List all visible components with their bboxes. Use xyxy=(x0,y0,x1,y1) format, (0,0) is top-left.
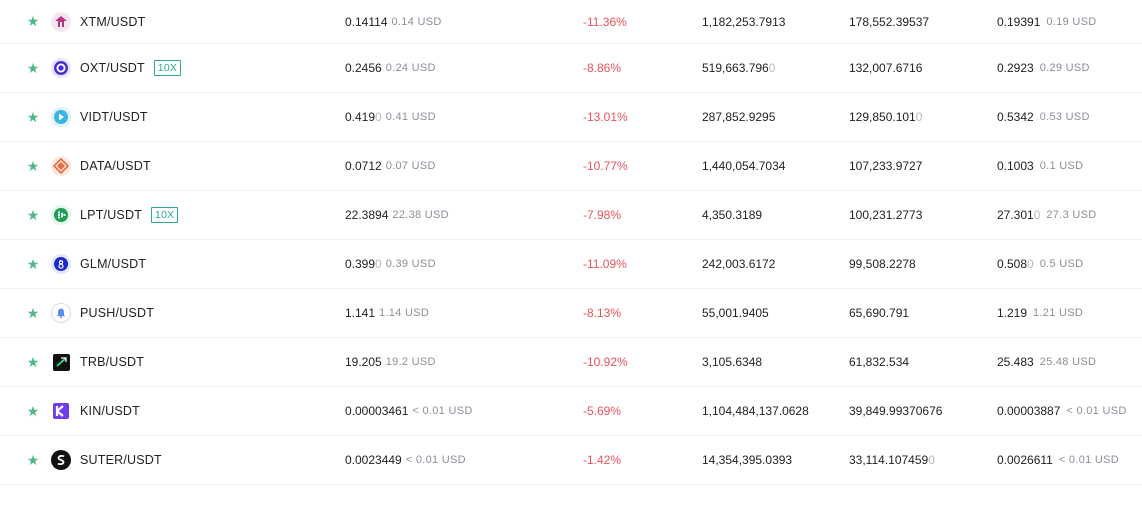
volume: 3,105.6348 xyxy=(702,355,763,369)
table-row[interactable]: ★ PUSH/USDT 1.141 1.14 USD -8.13% 55,001.… xyxy=(0,289,1142,338)
trb-coin-icon xyxy=(50,338,72,386)
leverage-badge: 10X xyxy=(153,60,182,76)
xtm-coin-icon xyxy=(50,0,72,43)
change-percent: -11.36% xyxy=(583,14,627,29)
price: 0.419 0 0.41 USD xyxy=(345,110,436,124)
change-percent: -10.92% xyxy=(583,355,628,369)
last-price: 0.00003887 < 0.01 USD xyxy=(997,404,1127,418)
table-row[interactable]: ★ DATA/USDT 0.0712 0.07 USD -10.77% 1,440… xyxy=(0,142,1142,191)
volume: 242,003.6172 xyxy=(702,257,776,271)
pair-name[interactable]: TRB/USDT xyxy=(80,355,145,369)
data-coin-icon xyxy=(50,142,72,190)
table-row[interactable]: ★ OXT/USDT 10X 0.2456 0.24 USD -8.86% 519,… xyxy=(0,44,1142,93)
vidt-coin-icon xyxy=(50,93,72,141)
kin-coin-icon xyxy=(50,387,72,435)
table-row[interactable]: ★ LPT/USDT 10X 22.3894 22.38 USD -7.98% 4,… xyxy=(0,191,1142,240)
leverage-badge: 10X xyxy=(151,207,179,223)
pair-name[interactable]: PUSH/USDT xyxy=(80,306,155,320)
price: 22.3894 22.38 USD xyxy=(345,208,449,222)
favorite-star-icon[interactable]: ★ xyxy=(26,157,40,174)
last-price: 0.2923 0.29 USD xyxy=(997,61,1090,75)
table-row[interactable]: ★ XTM/USDT 0.14114 0.14 USD -11.36% 1,182… xyxy=(0,0,1142,44)
oxt-coin-icon xyxy=(50,44,72,92)
last-price: 0.508 0 0.5 USD xyxy=(997,257,1084,271)
change-percent: -8.13% xyxy=(583,306,622,320)
pair-name[interactable]: DATA/USDT xyxy=(80,159,151,173)
last-price: 0.1003 0.1 USD xyxy=(997,159,1084,173)
turnover: 100,231.2773 xyxy=(849,208,923,222)
favorite-star-icon[interactable]: ★ xyxy=(26,206,40,223)
price: 0.00003461 < 0.01 USD xyxy=(345,404,473,418)
table-row[interactable]: ★ KIN/USDT 0.00003461 < 0.01 USD -5.69% 1… xyxy=(0,387,1142,436)
price: 0.399 0 0.39 USD xyxy=(345,257,436,271)
favorite-star-icon[interactable]: ★ xyxy=(26,108,40,125)
turnover: 99,508.2278 xyxy=(849,257,916,271)
table-row[interactable]: ★ TRB/USDT 19.205 19.2 USD -10.92% 3,105.… xyxy=(0,338,1142,387)
change-percent: -8.86% xyxy=(583,61,622,75)
change-percent: -13.01% xyxy=(583,110,628,124)
favorite-star-icon[interactable]: ★ xyxy=(26,59,40,76)
volume: 519,663.796 0 xyxy=(702,61,776,75)
volume: 287,852.9295 xyxy=(702,110,776,124)
pair-name[interactable]: XTM/USDT xyxy=(80,14,146,29)
pair-name[interactable]: GLM/USDT xyxy=(80,257,147,271)
pair-name[interactable]: LPT/USDT 10X xyxy=(80,191,179,239)
volume: 1,104,484,137.0628 xyxy=(702,404,809,418)
suter-coin-icon xyxy=(50,436,72,484)
price: 1.141 1.14 USD xyxy=(345,306,430,320)
lpt-coin-icon xyxy=(50,191,72,239)
volume: 1,182,253.7913 xyxy=(702,14,786,29)
pair-name[interactable]: SUTER/USDT xyxy=(80,453,162,467)
volume: 1,440,054.7034 xyxy=(702,159,786,173)
favorite-star-icon[interactable]: ★ xyxy=(26,304,40,321)
volume: 14,354,395.0393 xyxy=(702,453,793,467)
pair-name[interactable]: KIN/USDT xyxy=(80,404,140,418)
turnover: 39,849.99370676 xyxy=(849,404,943,418)
change-percent: -10.77% xyxy=(583,159,628,173)
pair-name[interactable]: VIDT/USDT xyxy=(80,110,148,124)
last-price: 25.483 25.48 USD xyxy=(997,355,1097,369)
volume: 55,001.9405 xyxy=(702,306,769,320)
volume: 4,350.3189 xyxy=(702,208,763,222)
price: 0.0712 0.07 USD xyxy=(345,159,436,173)
favorite-star-icon[interactable]: ★ xyxy=(26,451,40,468)
table-row[interactable]: ★ GLM/USDT 0.399 0 0.39 USD -11.09% 242,00… xyxy=(0,240,1142,289)
favorite-star-icon[interactable]: ★ xyxy=(26,255,40,272)
price: 0.2456 0.24 USD xyxy=(345,61,436,75)
change-percent: -1.42% xyxy=(583,453,622,467)
pair-name[interactable]: OXT/USDT 10X xyxy=(80,44,182,92)
turnover: 65,690.791 xyxy=(849,306,910,320)
price: 19.205 19.2 USD xyxy=(345,355,436,369)
turnover: 129,850.101 0 xyxy=(849,110,923,124)
glm-coin-icon xyxy=(50,240,72,288)
change-percent: -5.69% xyxy=(583,404,622,418)
last-price: 0.19391 0.19 USD xyxy=(997,14,1097,29)
last-price: 27.301 0 27.3 USD xyxy=(997,208,1097,222)
price: 0.14114 0.14 USD xyxy=(345,14,442,29)
turnover: 132,007.6716 xyxy=(849,61,923,75)
turnover: 61,832.534 xyxy=(849,355,910,369)
favorite-star-icon[interactable]: ★ xyxy=(26,13,40,29)
price: 0.0023449 < 0.01 USD xyxy=(345,453,466,467)
favorite-star-icon[interactable]: ★ xyxy=(26,353,40,370)
last-price: 1.219 1.21 USD xyxy=(997,306,1084,320)
markets-table: ★ XTM/USDT 0.14114 0.14 USD -11.36% 1,182… xyxy=(0,0,1142,485)
turnover: 33,114.107459 0 xyxy=(849,453,935,467)
table-row[interactable]: ★ VIDT/USDT 0.419 0 0.41 USD -13.01% 287,8… xyxy=(0,93,1142,142)
table-row[interactable]: ★ SUTER/USDT 0.0023449 < 0.01 USD -1.42% … xyxy=(0,436,1142,485)
last-price: 0.0026611 < 0.01 USD xyxy=(997,453,1120,467)
last-price: 0.5342 0.53 USD xyxy=(997,110,1090,124)
turnover: 178,552.39537 xyxy=(849,14,930,29)
push-coin-icon xyxy=(50,289,72,337)
turnover: 107,233.9727 xyxy=(849,159,923,173)
change-percent: -7.98% xyxy=(583,208,622,222)
change-percent: -11.09% xyxy=(583,257,627,271)
favorite-star-icon[interactable]: ★ xyxy=(26,402,40,419)
